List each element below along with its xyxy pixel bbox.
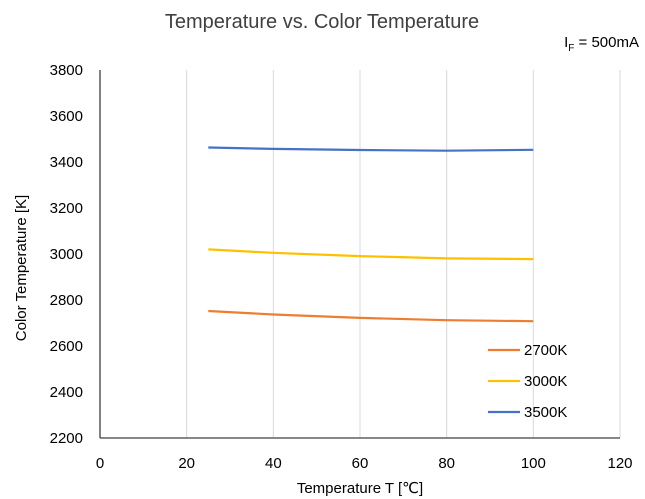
x-tick-label: 20: [178, 455, 195, 472]
condition-prefix: I: [564, 34, 568, 51]
y-tick-label: 2800: [50, 292, 83, 309]
series-line-2700K: [208, 309, 534, 323]
series-line-3500K: [208, 146, 534, 152]
x-tick-label: 120: [607, 455, 632, 472]
y-axis-label: Color Temperature [K]: [13, 195, 30, 341]
y-tick-label: 3600: [50, 108, 83, 125]
y-tick-label: 3000: [50, 246, 83, 263]
legend-label: 2700K: [524, 342, 567, 359]
y-tick-label: 2400: [50, 384, 83, 401]
y-tick-label: 3200: [50, 200, 83, 217]
legend-label: 3500K: [524, 404, 567, 421]
legend: 2700K 3000K 3500K: [488, 342, 567, 421]
y-tick-label: 2200: [50, 430, 83, 447]
series-lines: [208, 146, 534, 323]
x-tick-label: 80: [438, 455, 455, 472]
condition-suffix: = 500mA: [574, 34, 639, 51]
x-tick-label: 0: [96, 455, 104, 472]
x-axis-label: Temperature T [℃]: [297, 480, 423, 497]
gridlines: [186, 70, 621, 438]
y-tick-label: 3800: [50, 62, 83, 79]
x-tick-labels: 0 20 40 60 80 100 120: [96, 455, 633, 472]
y-tick-label: 3400: [50, 154, 83, 171]
condition-subscript: F: [568, 43, 574, 54]
chart-title: Temperature vs. Color Temperature: [165, 11, 479, 33]
y-tick-label: 2600: [50, 338, 83, 355]
x-tick-label: 100: [521, 455, 546, 472]
axes: [99, 70, 620, 439]
y-tick-labels: 2200 2400 2600 2800 3000 3200 3400 3600 3800: [50, 62, 83, 447]
test-condition: IF = 500mA: [564, 34, 639, 54]
legend-label: 3000K: [524, 373, 567, 390]
x-tick-label: 40: [265, 455, 282, 472]
x-tick-label: 60: [352, 455, 369, 472]
series-line-3000K: [208, 248, 534, 261]
